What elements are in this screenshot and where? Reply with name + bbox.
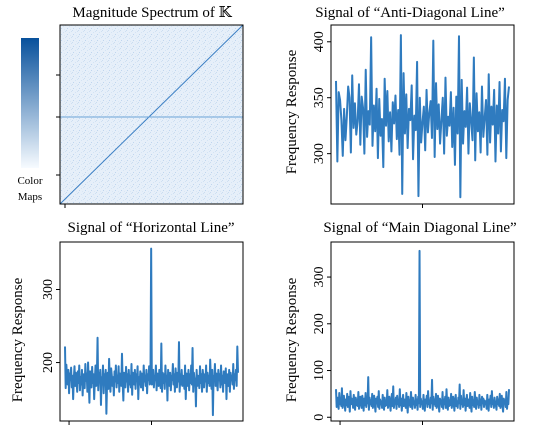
colorbar-label-line2: Maps bbox=[18, 191, 42, 203]
horizontal-line-panel: Signal of “Horizontal Line” Frequency Re… bbox=[10, 220, 244, 425]
magnitude-spectrum-panel: Magnitude Spectrum of 𝕂 bbox=[56, 5, 244, 208]
main-ytick-label: 300 bbox=[312, 267, 327, 288]
horizontal-ytick-label: 300 bbox=[41, 279, 56, 300]
horizontal-line-plot: 200 300 bbox=[41, 241, 244, 425]
anti-diagonal-panel: Signal of “Anti-Diagonal Line” Frequency… bbox=[284, 5, 515, 208]
anti-diagonal-plot: 300 350 400 bbox=[312, 24, 515, 208]
main-diagonal-ylabel: Frequency Response bbox=[284, 277, 300, 402]
magnitude-spectrum-title: Magnitude Spectrum of 𝕂 bbox=[72, 5, 232, 21]
horizontal-ytick-label: 200 bbox=[41, 352, 56, 373]
anti-diagonal-title: Signal of “Anti-Diagonal Line” bbox=[315, 5, 505, 21]
anti-diagonal-ylabel: Frequency Response bbox=[284, 49, 300, 174]
anti-ytick-label: 350 bbox=[312, 87, 327, 108]
main-diagonal-plot: 0 100 200 300 bbox=[312, 241, 515, 425]
colorbar-gradient bbox=[21, 38, 39, 168]
main-series-line bbox=[335, 249, 510, 414]
anti-series-line bbox=[335, 34, 510, 199]
main-diagonal-panel: Signal of “Main Diagonal Line” Frequency… bbox=[284, 220, 517, 425]
main-ytick-label: 200 bbox=[312, 313, 327, 334]
colorbar-label-line1: Color bbox=[17, 175, 42, 187]
horizontal-line-ylabel: Frequency Response bbox=[10, 277, 26, 402]
main-ytick-label: 100 bbox=[312, 360, 327, 381]
horizontal-line-title: Signal of “Horizontal Line” bbox=[67, 220, 234, 236]
horizontal-series-line bbox=[64, 247, 239, 417]
anti-ytick-label: 300 bbox=[312, 143, 327, 164]
heatmap-frame bbox=[59, 24, 244, 205]
colorbar: Color Maps bbox=[17, 38, 43, 203]
heatmap-main-diagonal bbox=[59, 24, 244, 205]
anti-ytick-label: 400 bbox=[312, 31, 327, 52]
main-diagonal-title: Signal of “Main Diagonal Line” bbox=[323, 220, 516, 236]
main-ytick-label: 0 bbox=[312, 414, 327, 421]
